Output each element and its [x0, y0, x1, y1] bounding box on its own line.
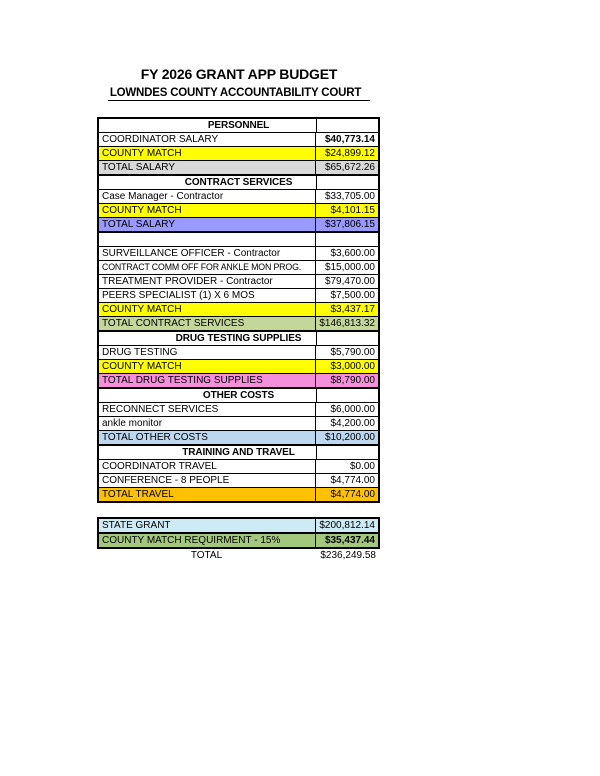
- table-row: TREATMENT PROVIDER - Contractor $79,470.0…: [97, 274, 380, 289]
- section-header-label: TRAINING AND TRAVEL: [97, 444, 380, 460]
- row-value: $8,790.00: [314, 373, 380, 389]
- row-label: COUNTY MATCH: [97, 146, 316, 161]
- table-row: PEERS SPECIALIST (1) X 6 MOS $7,500.00: [97, 288, 380, 303]
- row-value: $10,200.00: [314, 430, 380, 446]
- budget-table: PERSONNEL COORDINATOR SALARY $40,773.14 COU…: [97, 117, 380, 503]
- section-header-label: DRUG TESTING SUPPLIES: [97, 330, 380, 346]
- table-row: COUNTY MATCH $4,101.15: [97, 203, 380, 218]
- section-header-label: PERSONNEL: [97, 117, 380, 133]
- row-label: TREATMENT PROVIDER - Contractor: [97, 274, 316, 289]
- table-row: COUNTY MATCH $3,437.17: [97, 302, 380, 317]
- section-header-row: OTHER COSTS: [97, 387, 380, 403]
- row-label: TOTAL TRAVEL: [97, 487, 316, 503]
- table-row: COUNTY MATCH REQUIRMENT - 15% $35,437.44: [97, 532, 380, 549]
- section-header-row: PERSONNEL: [97, 117, 380, 133]
- table-row: RECONNECT SERVICES $6,000.00: [97, 402, 380, 417]
- page-subtitle: LOWNDES COUNTY ACCOUNTABILITY COURT: [97, 87, 381, 101]
- row-label: COUNTY MATCH REQUIRMENT - 15%: [97, 532, 316, 549]
- row-label: COUNTY MATCH: [97, 203, 316, 218]
- row-value: $4,200.00: [314, 416, 380, 431]
- table-row: STATE GRANT $200,812.14: [97, 517, 380, 534]
- document-header: FY 2026 GRANT APP BUDGET LOWNDES COUNTY …: [97, 66, 381, 101]
- row-label: STATE GRANT: [97, 517, 316, 534]
- section-header-row: TRAINING AND TRAVEL: [97, 444, 380, 460]
- row-label: ankle monitor: [97, 416, 316, 431]
- table-row: COUNTY MATCH $3,000.00: [97, 359, 380, 374]
- row-label: TOTAL SALARY: [97, 160, 316, 176]
- row-value: $4,101.15: [314, 203, 380, 218]
- row-value: $146,813.32: [314, 316, 380, 332]
- row-value: $4,774.00: [314, 487, 380, 503]
- section-header-row: CONTRACT SERVICES: [97, 174, 380, 190]
- table-row: Case Manager - Contractor $33,705.00: [97, 189, 380, 204]
- row-label: TOTAL CONTRACT SERVICES: [97, 316, 316, 332]
- table-row: TOTAL TRAVEL $4,774.00: [97, 487, 380, 503]
- row-label: COORDINATOR TRAVEL: [97, 459, 316, 474]
- table-row: TOTAL SALARY $37,806.15: [97, 217, 380, 233]
- row-label: TOTAL DRUG TESTING SUPPLIES: [97, 373, 316, 389]
- table-row: COORDINATOR SALARY $40,773.14: [97, 132, 380, 147]
- table-row: TOTAL OTHER COSTS $10,200.00: [97, 430, 380, 446]
- row-value: $15,000.00: [314, 260, 380, 275]
- row-value: $3,600.00: [314, 246, 380, 261]
- row-label: TOTAL OTHER COSTS: [97, 430, 316, 446]
- empty-row: [97, 231, 380, 247]
- table-row: CONFERENCE - 8 PEOPLE $4,774.00: [97, 473, 380, 488]
- row-value: $200,812.14: [314, 517, 380, 534]
- row-value: $4,774.00: [314, 473, 380, 488]
- row-label: CONTRACT COMM OFF FOR ANKLE MON PROG.: [97, 260, 316, 275]
- row-value: $3,437.17: [314, 302, 380, 317]
- row-label: RECONNECT SERVICES: [97, 402, 316, 417]
- row-label: COUNTY MATCH: [97, 302, 316, 317]
- section-header-label: CONTRACT SERVICES: [97, 174, 380, 190]
- table-row: ankle monitor $4,200.00: [97, 416, 380, 431]
- label-cell: [97, 231, 316, 247]
- grand-total-row: TOTAL $236,249.58: [98, 548, 379, 562]
- row-label: SURVEILLANCE OFFICER - Contractor: [97, 246, 316, 261]
- value-cell: [314, 231, 380, 247]
- row-label: TOTAL: [190, 550, 223, 561]
- table-row: TOTAL SALARY $65,672.26: [97, 160, 380, 176]
- row-value: $236,249.58: [320, 550, 376, 561]
- table-row: COUNTY MATCH $24,899.12: [97, 146, 380, 161]
- row-value: $35,437.44: [314, 532, 380, 549]
- page-subtitle-text: LOWNDES COUNTY ACCOUNTABILITY COURT: [107, 87, 371, 101]
- row-label: TOTAL SALARY: [97, 217, 316, 233]
- row-value: $79,470.00: [314, 274, 380, 289]
- row-value: $6,000.00: [314, 402, 380, 417]
- row-value: $33,705.00: [314, 189, 380, 204]
- row-label: PEERS SPECIALIST (1) X 6 MOS: [97, 288, 316, 303]
- section-header-label: OTHER COSTS: [97, 387, 380, 403]
- table-row: SURVEILLANCE OFFICER - Contractor $3,600.…: [97, 246, 380, 261]
- section-header-row: DRUG TESTING SUPPLIES: [97, 330, 380, 346]
- row-label: DRUG TESTING: [97, 345, 316, 360]
- table-row: COORDINATOR TRAVEL $0.00: [97, 459, 380, 474]
- row-value: $7,500.00: [314, 288, 380, 303]
- row-value: $0.00: [314, 459, 380, 474]
- row-value: $3,000.00: [314, 359, 380, 374]
- row-value: $24,899.12: [314, 146, 380, 161]
- table-row: TOTAL DRUG TESTING SUPPLIES $8,790.00: [97, 373, 380, 389]
- table-row: CONTRACT COMM OFF FOR ANKLE MON PROG. $15…: [97, 260, 380, 275]
- row-label: CONFERENCE - 8 PEOPLE: [97, 473, 316, 488]
- table-row: DRUG TESTING $5,790.00: [97, 345, 380, 360]
- row-value: $37,806.15: [314, 217, 380, 233]
- row-label: Case Manager - Contractor: [97, 189, 316, 204]
- table-row: TOTAL CONTRACT SERVICES $146,813.32: [97, 316, 380, 332]
- row-label: COUNTY MATCH: [97, 359, 316, 374]
- row-value: $65,672.26: [314, 160, 380, 176]
- row-value: $40,773.14: [314, 132, 380, 147]
- summary-table: STATE GRANT $200,812.14 COUNTY MATCH REQUI…: [97, 517, 380, 562]
- row-value: $5,790.00: [314, 345, 380, 360]
- row-label: COORDINATOR SALARY: [97, 132, 316, 147]
- page-title: FY 2026 GRANT APP BUDGET: [140, 66, 338, 82]
